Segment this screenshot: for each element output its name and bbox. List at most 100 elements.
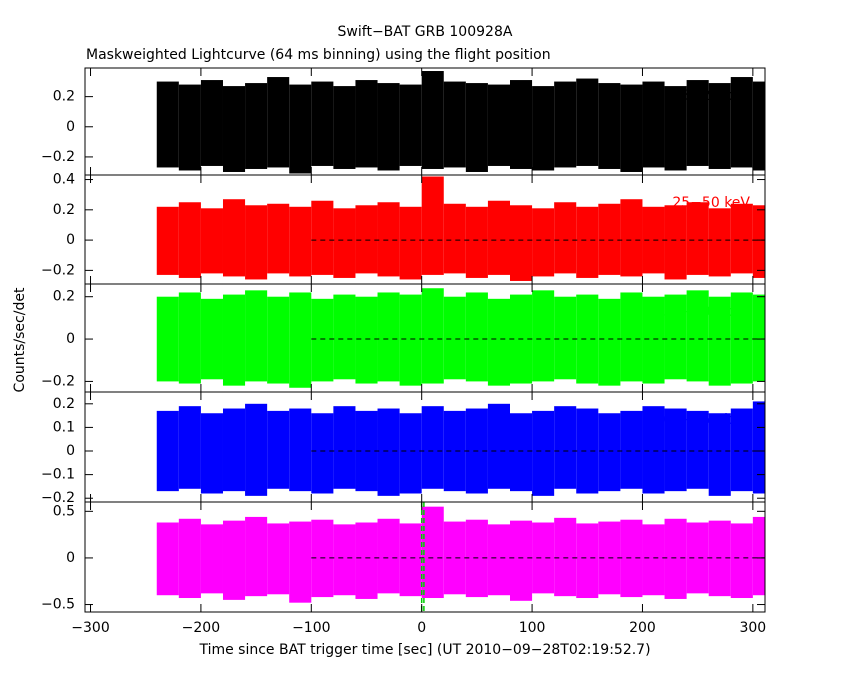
y-tick-label: −0.2: [41, 262, 75, 278]
x-tick-label: 300: [739, 620, 766, 636]
range-bar: [267, 296, 290, 384]
range-bar: [598, 203, 621, 275]
y-tick-label: −0.1: [41, 467, 75, 483]
panel-label: 100−350 keV: [655, 412, 751, 428]
range-bar: [399, 523, 422, 597]
range-bar: [377, 292, 400, 382]
range-bar: [708, 413, 731, 496]
range-bar: [156, 206, 179, 275]
range-bar: [708, 208, 731, 277]
panel: [156, 401, 765, 496]
y-tick-label: 0: [66, 443, 75, 459]
y-tick-label: 0.2: [53, 202, 75, 218]
range-bar: [222, 199, 246, 277]
panel: [156, 176, 765, 281]
range-bar: [222, 408, 246, 492]
range-bar: [686, 202, 709, 275]
range-bar: [399, 294, 422, 386]
range-bar: [178, 84, 201, 171]
y-tick-label: −0.5: [41, 597, 75, 613]
range-bar: [443, 410, 466, 492]
range-bar: [267, 77, 290, 168]
y-tick-label: 0.1: [53, 419, 75, 435]
range-bar: [752, 294, 765, 382]
range-bar: [465, 206, 488, 278]
range-bar: [355, 522, 378, 599]
y-tick-label: 0.2: [53, 289, 75, 305]
range-bar: [377, 83, 400, 171]
range-bar: [289, 521, 312, 603]
range-bar: [355, 296, 378, 384]
range-bar: [245, 516, 268, 597]
range-bar: [752, 205, 765, 278]
range-bar: [620, 199, 643, 277]
range-bar: [664, 518, 687, 599]
range-bar: [245, 403, 268, 496]
panel-label: 15−25 keV: [672, 88, 750, 104]
range-bar: [222, 86, 246, 172]
y-tick-label: −0.2: [41, 490, 75, 506]
range-bar: [730, 203, 753, 274]
range-bar: [333, 86, 356, 169]
range-bar: [355, 205, 378, 274]
panel-label: 25−50 keV: [672, 195, 750, 211]
range-bar: [532, 290, 555, 382]
range-bar: [554, 81, 577, 168]
x-tick-label: −300: [71, 620, 109, 636]
range-bar: [156, 81, 179, 168]
range-bar: [752, 516, 765, 596]
range-bar: [510, 520, 533, 601]
range-bar: [598, 413, 621, 492]
panel: [156, 288, 765, 388]
range-bar: [576, 206, 599, 278]
range-bar: [245, 290, 268, 382]
range-bar: [686, 80, 709, 166]
range-bar: [311, 413, 334, 494]
range-bar: [708, 296, 731, 386]
range-bar: [267, 523, 290, 595]
range-bar: [200, 298, 223, 380]
range-bar: [289, 206, 312, 277]
range-bar: [620, 84, 643, 172]
range-bar: [642, 524, 665, 596]
range-bar: [752, 401, 765, 494]
chart-subtitle: Maskweighted Lightcurve (64 ms binning) …: [86, 47, 551, 63]
range-bar: [443, 296, 466, 380]
range-bar: [664, 86, 687, 171]
range-bar: [289, 292, 312, 388]
range-bar: [200, 208, 223, 274]
range-bar: [554, 517, 577, 597]
range-bar: [178, 518, 201, 599]
range-bar: [156, 296, 179, 382]
range-bar: [576, 294, 599, 384]
range-bar: [730, 523, 753, 599]
range-bar: [333, 294, 356, 380]
range-bar: [178, 292, 201, 384]
range-bar: [156, 410, 179, 492]
y-tick-label: 0.5: [53, 503, 75, 519]
x-tick-label: 200: [629, 620, 656, 636]
range-bar: [686, 290, 709, 382]
range-bar: [421, 506, 444, 599]
range-bar: [399, 84, 422, 166]
range-bar: [620, 519, 643, 598]
range-bar: [465, 83, 488, 172]
x-tick-label: −200: [182, 620, 220, 636]
range-bar: [620, 292, 643, 382]
y-tick-label: 0: [66, 331, 75, 347]
range-bar: [399, 413, 422, 494]
range-bar: [487, 200, 510, 275]
range-bar: [510, 205, 533, 281]
panel: [156, 71, 765, 174]
range-bar: [311, 298, 334, 382]
range-bar: [421, 288, 444, 384]
x-tick-label: −100: [292, 620, 330, 636]
y-tick-label: 0: [66, 119, 75, 135]
range-bar: [642, 406, 665, 494]
range-bar: [333, 406, 356, 489]
range-bar: [487, 524, 510, 596]
range-bar: [200, 413, 223, 494]
range-bar: [598, 298, 621, 386]
chart-title: Swift−BAT GRB 100928A: [338, 24, 513, 40]
range-bar: [267, 410, 290, 489]
